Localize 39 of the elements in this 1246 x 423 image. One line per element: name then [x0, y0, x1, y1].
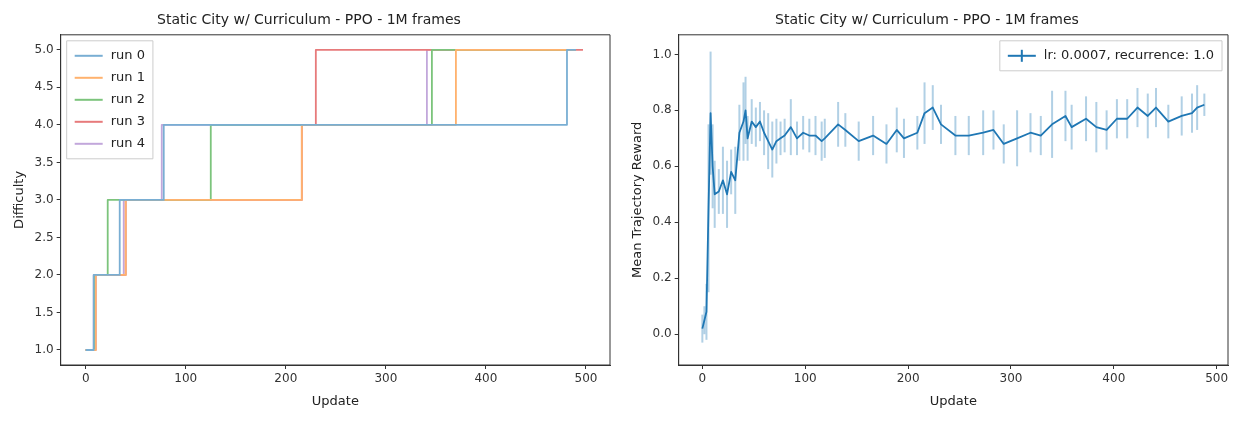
chart-title: Static City w/ Curriculum - PPO - 1M frames — [157, 11, 461, 28]
y-tick-label: 0.6 — [652, 158, 672, 173]
y-axis-title: Difficulty — [11, 170, 27, 229]
x-tick-label: 300 — [374, 371, 398, 386]
y-tick-label: 4.0 — [34, 116, 54, 131]
x-axis-title: Update — [311, 392, 359, 408]
chart-title: Static City w/ Curriculum - PPO - 1M frames — [775, 11, 1079, 28]
x-tick-label: 100 — [174, 371, 198, 386]
y-tick-label: 1.0 — [652, 46, 672, 61]
y-tick-label: 1.5 — [34, 304, 54, 319]
y-tick-label: 5.0 — [34, 41, 54, 56]
x-tick-label: 0 — [81, 371, 90, 386]
y-tick-label: 0.2 — [652, 270, 672, 285]
x-axis-title: Update — [929, 392, 977, 408]
legend-label: run 4 — [110, 135, 145, 151]
y-tick-label: 4.5 — [34, 79, 54, 94]
x-tick-label: 300 — [999, 371, 1023, 386]
x-tick-label: 200 — [274, 371, 298, 386]
legend-label: lr: 0.0007, recurrence: 1.0 — [1043, 47, 1215, 63]
y-tick-label: 3.0 — [34, 192, 54, 207]
x-tick-label: 200 — [896, 371, 920, 386]
x-tick-label: 100 — [793, 371, 817, 386]
x-tick-label: 0 — [698, 371, 707, 386]
y-tick-label: 1.0 — [34, 342, 54, 357]
x-tick-label: 400 — [1102, 371, 1126, 386]
y-tick-label: 0.4 — [652, 214, 672, 229]
x-tick-label: 500 — [1205, 371, 1229, 386]
legend-label: run 1 — [110, 69, 145, 85]
y-tick-label: 0.8 — [652, 102, 672, 117]
y-axis-title: Mean Trajectory Reward — [629, 121, 645, 279]
y-tick-label: 0.0 — [652, 326, 672, 341]
x-tick-label: 400 — [474, 371, 498, 386]
legend-label: run 3 — [110, 113, 145, 129]
legend-label: run 0 — [110, 47, 145, 63]
y-tick-label: 2.5 — [34, 229, 54, 244]
y-tick-label: 2.0 — [34, 267, 54, 282]
y-tick-label: 3.5 — [34, 154, 54, 169]
x-tick-label: 500 — [574, 371, 598, 386]
legend-label: run 2 — [110, 91, 145, 107]
